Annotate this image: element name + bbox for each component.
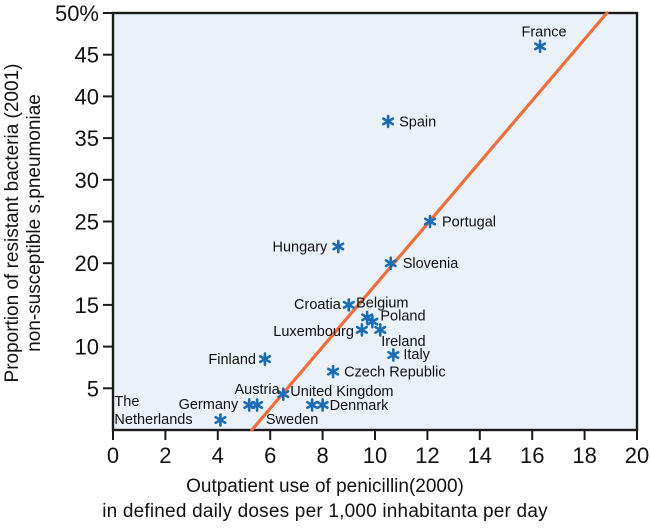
y-axis-title-line2: non-susceptible s.pneumoniae: [24, 94, 45, 352]
x-tick-label: 8: [316, 443, 328, 468]
country-label: The: [114, 394, 139, 410]
data-point-marker: [374, 323, 387, 337]
data-point-marker: [214, 413, 227, 427]
y-tick-label: 50%: [55, 1, 99, 26]
x-axis-title-line1: Outpatient use of penicillin(2000): [186, 476, 464, 497]
marker-spoke: [316, 400, 329, 410]
x-tick-label: 0: [107, 443, 119, 468]
marker-spoke: [374, 325, 387, 334]
data-point-marker: [258, 352, 272, 366]
y-axis-title-line1: Proportion of resistant bacteria (2001): [2, 63, 23, 383]
country-label: United Kingdom: [290, 384, 393, 400]
data-point-marker: [332, 239, 345, 254]
country-label: Ireland: [381, 334, 425, 350]
marker-spoke: [342, 300, 355, 309]
country-label: Czech Republic: [344, 365, 446, 381]
y-tick-label: 15: [75, 293, 99, 318]
marker-spoke: [366, 317, 379, 326]
country-label: Italy: [403, 347, 430, 363]
country-label: Hungary: [273, 240, 329, 256]
data-point-marker: [366, 314, 379, 329]
y-tick-label: 20: [75, 251, 99, 276]
data-point-marker: [384, 256, 397, 271]
y-axis-title: Proportion of resistant bacteria (2001) …: [2, 18, 48, 428]
x-tick-label: 6: [264, 443, 276, 468]
x-tick-label: 14: [468, 443, 492, 468]
country-label: Croatia: [294, 297, 342, 313]
x-tick-label: 12: [415, 443, 439, 468]
marker-spoke: [387, 350, 400, 359]
data-point-marker: [382, 114, 395, 129]
y-tick-label: 25: [75, 210, 99, 235]
marker-spoke: [214, 415, 227, 425]
marker-spoke: [243, 400, 256, 410]
y-tick-label: 30: [75, 168, 99, 193]
marker-spoke: [423, 217, 437, 226]
country-label: Poland: [380, 309, 425, 325]
y-tick-label: 35: [75, 126, 99, 151]
x-tick-label: 2: [159, 443, 171, 468]
x-axis-title-line2: in defined daily doses per 1,000 inhabit…: [102, 501, 548, 522]
marker-spoke: [327, 367, 340, 376]
country-label: Portugal: [442, 215, 496, 231]
x-axis-title: Outpatient use of penicillin(2000) in de…: [0, 474, 650, 524]
data-point-marker: [423, 214, 437, 229]
x-tick-label: 10: [363, 443, 387, 468]
x-tick-label: 18: [572, 443, 596, 468]
marker-spoke: [258, 355, 272, 364]
data-point-marker: [387, 348, 400, 362]
country-label: Belgium: [356, 295, 408, 311]
y-tick-label: 40: [75, 84, 99, 109]
x-tick-label: 4: [212, 443, 224, 468]
country-label: Netherlands: [114, 412, 192, 428]
y-tick-label: 5: [87, 376, 99, 401]
country-label: Austria: [235, 382, 281, 398]
country-label: Denmark: [330, 398, 390, 414]
country-label: Luxembourg: [273, 324, 354, 340]
data-point-marker: [306, 398, 319, 412]
country-label: Germany: [179, 397, 239, 413]
country-label: Spain: [399, 114, 436, 130]
country-label: Finland: [208, 352, 256, 368]
marker-spoke: [533, 42, 547, 51]
country-label: France: [521, 24, 566, 40]
marker-spoke: [306, 400, 319, 410]
data-point-marker: [355, 323, 368, 337]
country-label: Sweden: [266, 412, 318, 428]
data-point-marker: [327, 364, 340, 379]
data-point-marker: [277, 387, 290, 401]
data-point-marker: [316, 398, 329, 412]
marker-spoke: [384, 259, 397, 268]
x-tick-label: 16: [520, 443, 544, 468]
data-point-marker: [533, 39, 547, 54]
y-tick-label: 45: [75, 43, 99, 68]
marker-spoke: [382, 117, 395, 126]
country-label: Slovenia: [403, 256, 460, 272]
data-point-marker: [342, 298, 355, 312]
marker-spoke: [332, 242, 345, 251]
x-tick-label: 20: [625, 443, 649, 468]
y-tick-label: 10: [75, 335, 99, 360]
marker-spoke: [355, 325, 368, 334]
marker-spoke: [277, 390, 290, 399]
data-point-marker: [243, 398, 256, 412]
